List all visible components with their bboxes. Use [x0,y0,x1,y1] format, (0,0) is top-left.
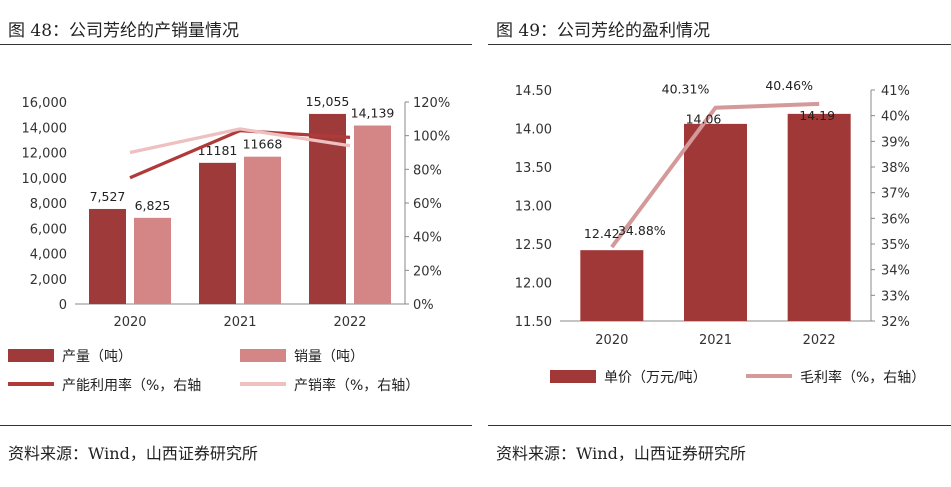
left-y2-tick-label: 20% [413,264,442,279]
right-panel: 图 49：公司芳纶的盈利情况 14.50 14.00 13.50 13.00 12.50… [488,0,951,487]
right-y-tick-label: 12.50 [515,238,552,253]
right-line-label: 40.46% [765,78,813,93]
right-y2-tick-label: 41% [881,84,910,99]
right-x-tick-label: 2020 [595,333,628,348]
right-y2-tick-label: 37% [881,187,910,202]
right-bar [787,113,851,321]
left-legend-label: 销量（吨） [294,349,364,365]
left-legend-swatch [8,349,54,362]
left-bar [134,217,171,304]
right-legend-label: 毛利率（%，右轴） [800,369,925,386]
right-y-tick-label: 13.00 [515,200,552,215]
left-y-tick-label: 2,000 [30,273,67,288]
left-y-tick-label: 10,000 [22,172,68,187]
right-legend-swatch [550,370,596,383]
right-figure-title: 图 49：公司芳纶的盈利情况 [496,21,711,41]
left-legend-label: 产能利用率（%，右轴 [62,377,201,394]
left-bar-label: 11181 [198,143,238,158]
left-series-line [129,128,351,180]
left-y2-tick-label: 60% [413,197,442,212]
right-bar [684,123,747,321]
left-top-rule [0,44,472,45]
left-y-tick-label: 6,000 [30,222,67,237]
right-y-tick-label: 14.50 [515,84,552,99]
left-y-tick-label: 8,000 [30,197,67,212]
right-y2-tick-label: 33% [881,289,910,304]
left-legend-swatch [240,349,286,362]
left-source-note: 资料来源：Wind，山西证券研究所 [8,444,258,463]
right-source-note: 资料来源：Wind，山西证券研究所 [496,444,746,463]
left-bar [89,208,126,304]
right-y2-tick-label: 32% [881,315,910,330]
right-y2-tick-label: 38% [881,161,910,176]
left-x-tick-label: 2021 [223,315,256,330]
left-y-tick-label: 14,000 [22,121,68,136]
left-bar [199,162,236,304]
left-y-tick-label: 16,000 [22,96,68,111]
right-y-tick-label: 14.00 [515,123,552,138]
left-legend-label: 产量（吨） [62,349,132,365]
left-figure-title: 图 48：公司芳纶的产销量情况 [8,21,240,41]
left-y-tick-label: 0 [59,298,67,313]
left-bar [354,125,391,305]
right-y2-tick-label: 34% [881,264,910,279]
right-bar-label: 14.19 [799,108,835,123]
left-y2-tick-label: 80% [413,163,442,178]
left-series-line [129,127,351,155]
right-bottom-rule [488,425,951,426]
right-chart: 14.50 14.00 13.50 13.00 12.50 12.00 11.50 41% 40… [515,78,926,386]
right-bar-label: 14.06 [686,112,722,127]
left-x-tick-label: 2020 [113,315,146,330]
left-panel: 图 48：公司芳纶的产销量情况 16,000 14,000 12,000 10,000… [0,0,472,487]
right-y-tick-label: 13.50 [515,161,552,176]
left-y-tick-label: 12,000 [22,147,68,162]
left-bar-label: 11668 [243,137,283,152]
left-bar-label: 6,825 [135,198,171,213]
right-legend-label: 单价（万元/吨） [604,370,707,386]
left-y-tick-label: 4,000 [30,248,67,263]
right-y2-tick-label: 36% [881,212,910,227]
right-y2-tick-label: 35% [881,238,910,253]
right-top-rule [488,44,951,45]
left-x-tick-label: 2022 [333,315,366,330]
right-series-line [610,101,820,249]
right-line-label: 40.31% [662,82,710,97]
right-line-label: 34.88% [618,223,666,238]
right-bar-label: 12.42 [584,226,620,241]
left-bar [244,156,281,304]
left-bar-label: 15,055 [306,94,350,109]
right-y2-tick-label: 39% [881,135,910,150]
left-y2-tick-label: 40% [413,231,442,246]
left-chart: 16,000 14,000 12,000 10,000 8,000 6,000 4,000 2… [8,94,450,394]
right-x-tick-label: 2021 [699,333,732,348]
left-bar-label: 14,139 [351,105,395,120]
left-y2-tick-label: 0% [413,298,434,313]
left-y2-tick-label: 100% [413,130,450,145]
right-bar [580,250,644,321]
left-legend-label: 产销率（%，右轴） [294,377,419,394]
right-y2-tick-label: 40% [881,110,910,125]
right-x-tick-label: 2022 [803,333,836,348]
right-y-tick-label: 11.50 [515,315,552,330]
right-y-tick-label: 12.00 [515,277,552,292]
left-y2-tick-label: 120% [413,96,450,111]
left-bottom-rule [0,425,472,426]
left-bar-label: 7,527 [90,189,126,204]
